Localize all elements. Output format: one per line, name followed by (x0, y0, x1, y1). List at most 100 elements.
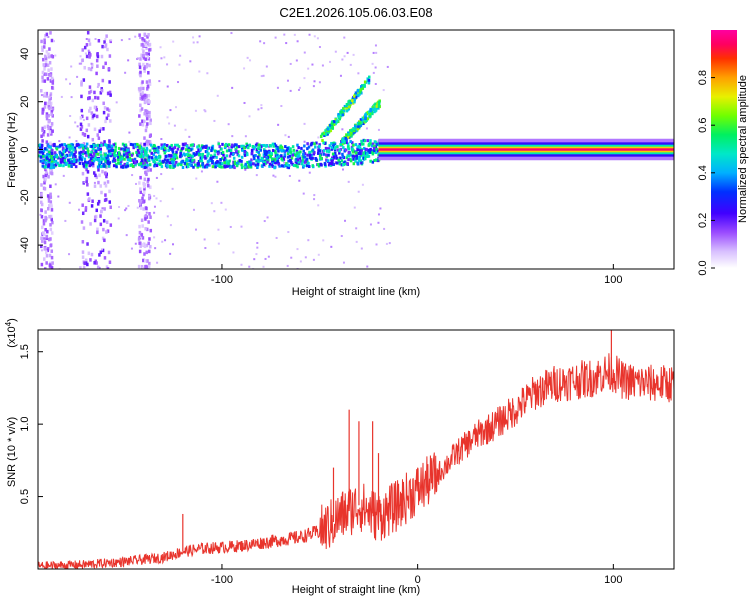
spectrogram-cell (142, 192, 145, 197)
spectrogram-cell (71, 143, 75, 147)
spectrogram-cell (377, 213, 380, 216)
spectrogram-cell (119, 158, 122, 162)
spectrogram-cell (330, 159, 333, 163)
spectrogram-cell (328, 144, 332, 148)
spectrogram-cell (341, 113, 345, 117)
spectrogram-cell (145, 109, 149, 114)
spectrogram-cell (224, 142, 228, 146)
spectrogram-cell (186, 162, 189, 166)
spectrogram-cell (145, 80, 149, 84)
spectrogram-cell (270, 163, 274, 167)
spectrogram-cell (92, 152, 96, 156)
spectrogram-cell (78, 151, 81, 155)
spectrogram-cell (187, 148, 191, 152)
spectrogram-cell (141, 40, 144, 43)
spectrogram-cell (335, 161, 339, 165)
spectrogram-cell (254, 163, 258, 167)
spectrogram-cell (87, 149, 90, 153)
spectrogram-cell (78, 161, 82, 165)
spectrogram-cell (95, 151, 98, 155)
spectrogram-cell (192, 36, 195, 39)
spectrogram-cell (105, 174, 108, 179)
spectrogram-cell (213, 119, 216, 122)
spectrogram-cell (103, 46, 106, 49)
spectrogram-cell (271, 148, 275, 152)
spectrogram-cell (102, 127, 105, 131)
spectrogram-cell (54, 54, 57, 57)
spectrogram-cell (68, 201, 71, 204)
spectrogram-cell (40, 192, 43, 196)
spectrogram-cell (126, 152, 130, 156)
spectrogram-cell (145, 227, 149, 232)
spectrogram-cell (123, 148, 126, 152)
spectrogram-cell (40, 145, 43, 149)
spectrogram-cell (176, 143, 179, 147)
spectrogram-cell (260, 104, 263, 107)
spectrogram-cell (298, 156, 302, 160)
spectrogram-cell (138, 154, 142, 158)
spectrogram-cell (166, 158, 169, 162)
spectrogram-cell (195, 152, 198, 156)
spectrogram-cell (296, 165, 299, 169)
spectrogram-cell (277, 162, 280, 166)
spectrogram-cell (87, 49, 90, 52)
spectrogram-cell (274, 36, 277, 39)
spectrogram-cell (143, 111, 146, 116)
spectrogram-cell (96, 52, 99, 56)
spectrogram-cell (315, 141, 318, 145)
spectrogram-cell (184, 142, 187, 146)
spectrogram-cell (157, 145, 160, 149)
spectrogram-cell (334, 122, 337, 126)
spectrogram-cell (79, 154, 82, 158)
spectrogram-cell (255, 148, 259, 152)
spectrogram-cell (388, 242, 391, 245)
snr-y-tick-label: 1.5 (19, 344, 31, 359)
spectrogram-cell (153, 164, 156, 168)
spectrogram-cell (282, 149, 286, 153)
spectrogram-cell (86, 147, 89, 151)
spectrogram-cell (209, 156, 213, 160)
spectrogram-cell (248, 143, 252, 147)
spectrogram-cell (160, 165, 164, 169)
spectrogram-cell (94, 38, 97, 41)
spectrogram-cell (145, 124, 148, 129)
spectrogram-cell (225, 149, 229, 153)
spectrogram-cell (216, 152, 220, 156)
spectrogram-cell (67, 144, 70, 148)
spectrogram-cell (332, 123, 336, 127)
spectrogram-cell (61, 148, 65, 152)
spectrogram-cell (238, 159, 242, 163)
spectrogram-cell (302, 192, 305, 195)
spectrogram-cell (309, 156, 313, 160)
spectrogram-cell (275, 156, 279, 160)
spectrogram-cell (198, 35, 201, 38)
spectrogram-cell (352, 143, 355, 147)
spectrogram-cell (352, 162, 356, 166)
spectrogram-cell (194, 228, 197, 231)
spectrogram-cell (327, 127, 331, 131)
spectrogram-cell (49, 184, 52, 189)
spectrogram-cell (223, 161, 226, 165)
spectrogram-cell (317, 204, 320, 207)
spectrogram-cell (50, 255, 54, 260)
spectrogram-cell (211, 159, 214, 163)
spectrogram-cell (60, 143, 64, 147)
spectrogram-cell (142, 161, 145, 165)
spectrogram-cell (146, 55, 150, 59)
spectrogram-cell (139, 96, 142, 101)
spectrogram-cell (371, 142, 375, 146)
spectrogram-cell (289, 89, 292, 92)
spectrogram-cell (126, 155, 129, 159)
spectrogram-cell (107, 164, 111, 168)
spectrogram-cell (73, 153, 76, 157)
spectrogram-cell (45, 261, 48, 265)
spectrogram-cell (155, 197, 158, 200)
spectrogram-cell (371, 112, 374, 116)
spectrogram-cell (281, 164, 284, 168)
spectrogram-cell (100, 157, 103, 161)
spectrogram-cell (306, 153, 309, 157)
spectrogram-cell (351, 154, 355, 158)
spectrogram-cell (324, 146, 328, 150)
spectrogram-cell (358, 149, 362, 153)
spectrogram-cell (243, 67, 246, 70)
